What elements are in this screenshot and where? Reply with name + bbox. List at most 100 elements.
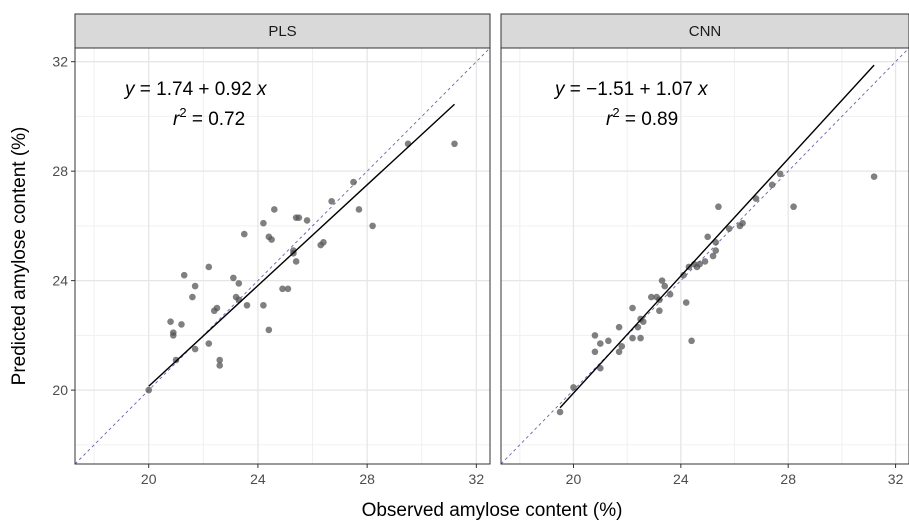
data-point [216, 356, 224, 364]
data-point [279, 285, 286, 293]
data-point [240, 230, 248, 238]
x-tick-label: 32 [469, 471, 485, 487]
y-tick-label: 20 [52, 382, 68, 398]
regression-equation: y = 1.74 + 0.92 x [123, 79, 268, 100]
data-point [451, 140, 458, 148]
x-tick-label: 28 [359, 471, 375, 487]
r-superscript: 2 [179, 105, 186, 120]
equation-y: y [123, 79, 136, 100]
facet-strip [500, 13, 909, 49]
data-point [658, 277, 666, 284]
regression-equation: y = −1.51 + 1.07 x [553, 79, 709, 100]
data-point [739, 219, 746, 227]
data-point [688, 337, 695, 345]
data-point [320, 239, 327, 246]
data-point [682, 299, 690, 306]
data-point [629, 334, 636, 342]
data-point [260, 219, 267, 227]
panel-border [500, 47, 909, 465]
data-point [292, 258, 300, 265]
data-point [355, 206, 363, 213]
y-tick-label: 28 [52, 163, 68, 179]
data-point [243, 301, 251, 309]
data-point [704, 233, 711, 241]
data-point [629, 304, 636, 312]
data-point [709, 252, 717, 260]
data-point [637, 334, 644, 342]
data-point [615, 348, 623, 356]
data-point [648, 293, 655, 301]
data-point [639, 318, 647, 325]
data-point [268, 236, 275, 243]
x-tick-label: 28 [780, 471, 796, 487]
y-tick-label: 32 [52, 54, 68, 70]
data-point [303, 217, 311, 224]
equation-body: = 1.74 + 0.92 [135, 79, 258, 100]
data-point [178, 321, 185, 328]
data-point [605, 337, 612, 345]
identity-line [75, 48, 490, 464]
data-point [556, 408, 564, 416]
r-squared-value: = 0.72 [187, 109, 246, 130]
r-superscript: 2 [612, 105, 619, 120]
data-point [265, 326, 273, 334]
data-point [205, 340, 213, 347]
data-point [235, 296, 243, 304]
data-point [235, 280, 243, 287]
equation-y: y [553, 79, 566, 100]
x-tick-label: 24 [250, 471, 266, 487]
x-tick-label: 32 [888, 471, 904, 487]
r-squared: r2 = 0.89 [606, 105, 678, 130]
y-tick-label: 24 [52, 273, 68, 289]
x-tick-label: 24 [673, 471, 689, 487]
data-point [167, 318, 174, 325]
data-point [191, 345, 199, 353]
data-point [618, 343, 626, 350]
r-squared-value: = 0.89 [620, 109, 679, 130]
facet-strip [74, 13, 491, 49]
data-point [656, 307, 663, 315]
data-point [172, 356, 180, 364]
panel-cnn: CNN 20 24 28 32 y = −1.51 + 1.07 x r2 = 0.89 [500, 13, 909, 487]
data-point [205, 263, 213, 271]
data-point [870, 173, 878, 180]
x-tick-label: 20 [141, 471, 157, 487]
data-point [790, 203, 797, 211]
data-point [597, 340, 604, 347]
r-symbol: r [606, 109, 613, 130]
y-axis-title: Predicted amylose content (%) [9, 127, 30, 386]
data-point [271, 206, 278, 213]
data-point [230, 274, 237, 282]
data-point [350, 178, 357, 186]
data-point [180, 271, 188, 279]
regression-line [559, 64, 875, 409]
data-point [145, 386, 153, 394]
identity-line [501, 48, 909, 464]
data-point [404, 140, 412, 148]
data-point [169, 332, 177, 339]
data-point [216, 362, 224, 369]
data-point [776, 170, 784, 178]
facet-strip-label: PLS [268, 23, 296, 40]
x-tick-label: 20 [566, 471, 582, 487]
data-point [615, 323, 623, 331]
data-point [328, 197, 335, 205]
panel-border [74, 47, 491, 465]
data-point [189, 293, 196, 301]
data-point [191, 282, 199, 290]
data-point [715, 203, 722, 211]
data-point [591, 332, 599, 339]
regression-line [148, 103, 455, 387]
x-axis-title: Observed amylose content (%) [362, 500, 623, 521]
equation-x: x [256, 79, 268, 100]
facet-strip-label: CNN [689, 23, 722, 40]
data-point [666, 291, 674, 298]
data-point [725, 225, 733, 232]
r-symbol: r [173, 109, 180, 130]
data-point [284, 285, 292, 293]
data-point [260, 301, 267, 309]
equation-body: = −1.51 + 1.07 [565, 79, 699, 100]
data-point [369, 222, 376, 230]
data-point [570, 384, 577, 391]
